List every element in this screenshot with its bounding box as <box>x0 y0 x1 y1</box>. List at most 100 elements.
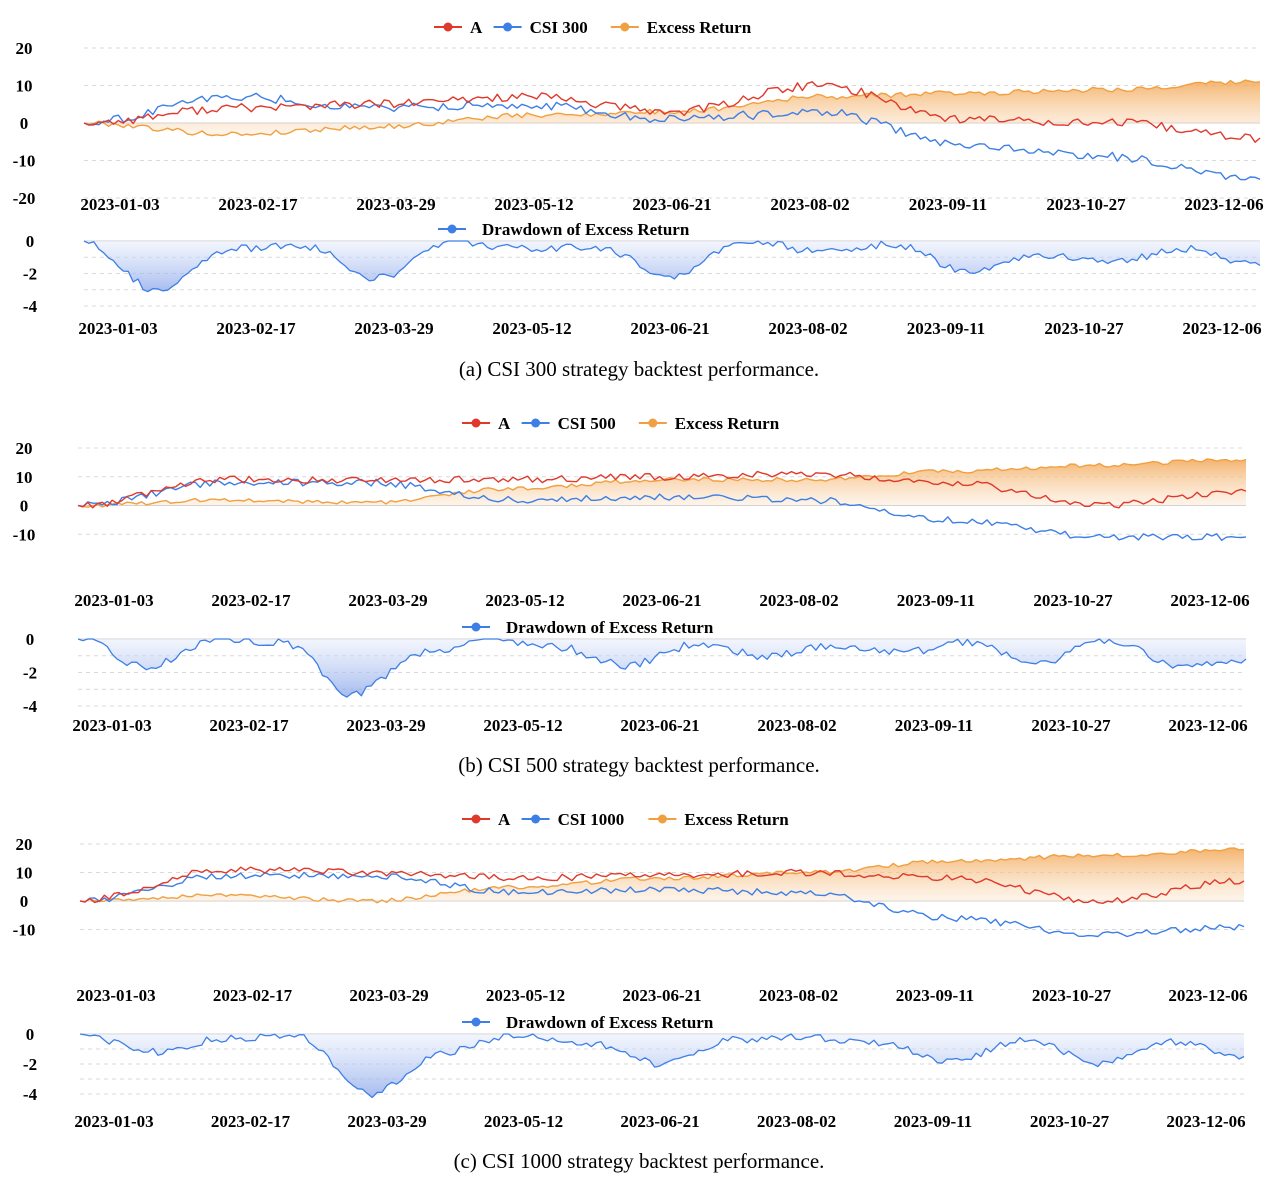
drawdown-line <box>79 1033 1245 1099</box>
chart-panel-b: 20 10 0 -10 2023-01-03 2023-02-17 2023-03-29 20… <box>13 414 1250 777</box>
x-tick-label: 2023-10-27 <box>1046 195 1126 214</box>
series-line-csi-1000 <box>79 871 1245 938</box>
dd-x-tick-label: 2023-10-27 <box>1044 319 1124 338</box>
y-tick-label: 20 <box>16 835 33 854</box>
dd-x-tick-label: 2023-03-29 <box>354 319 433 338</box>
dd-y-tick-label: -4 <box>23 697 38 716</box>
x-tick-label: 2023-03-29 <box>356 195 435 214</box>
figure-caption: (b) CSI 500 strategy backtest performanc… <box>458 753 820 777</box>
figure-caption: (c) CSI 1000 strategy backtest performan… <box>454 1149 825 1173</box>
legend-label: Excess Return <box>647 18 752 37</box>
legend-label: A <box>498 414 511 433</box>
x-tick-label: 2023-05-12 <box>485 591 564 610</box>
dd-x-tick-label: 2023-09-11 <box>895 716 973 735</box>
dd-x-tick-label: 2023-05-12 <box>483 716 562 735</box>
x-tick-label: 2023-06-21 <box>622 591 701 610</box>
x-tick-label: 2023-01-03 <box>80 195 159 214</box>
dd-legend-label: Drawdown of Excess Return <box>482 220 690 239</box>
dd-x-tick-label: 2023-02-17 <box>209 716 289 735</box>
series-line-excess-return <box>77 458 1247 508</box>
dd-x-tick-label: 2023-09-11 <box>894 1112 972 1131</box>
dd-x-tick-label: 2023-03-29 <box>346 716 425 735</box>
legend-marker-dot <box>620 22 630 32</box>
dd-legend-marker-dot <box>471 622 481 632</box>
y-tick-label: 20 <box>16 439 33 458</box>
dd-y-tick-label: 0 <box>26 630 35 649</box>
drawdown-area <box>84 241 1260 292</box>
drawdown-area <box>78 639 1246 698</box>
y-tick-label: -10 <box>13 152 36 171</box>
x-tick-label: 2023-08-02 <box>759 986 838 1005</box>
dd-y-tick-label: 0 <box>26 232 35 251</box>
x-tick-label: 2023-01-03 <box>76 986 155 1005</box>
legend-label: Excess Return <box>684 810 789 829</box>
legend-marker-dot <box>471 814 481 824</box>
series-line-a <box>79 866 1245 904</box>
dd-legend-label: Drawdown of Excess Return <box>506 618 714 637</box>
x-tick-label: 2023-02-17 <box>218 195 298 214</box>
dd-x-tick-label: 2023-03-29 <box>347 1112 426 1131</box>
y-tick-label: 10 <box>16 864 33 883</box>
dd-y-tick-label: -4 <box>23 1085 38 1104</box>
dd-x-tick-label: 2023-05-12 <box>484 1112 563 1131</box>
legend-marker-dot <box>657 814 667 824</box>
legend-label: CSI 300 <box>530 18 588 37</box>
y-tick-label: 20 <box>16 39 33 58</box>
x-tick-label: 2023-06-21 <box>632 195 711 214</box>
x-tick-label: 2023-01-03 <box>74 591 153 610</box>
excess-return-area <box>78 459 1246 508</box>
legend-marker-dot <box>503 22 513 32</box>
x-tick-label: 2023-05-12 <box>494 195 573 214</box>
dd-y-tick-label: 0 <box>26 1025 35 1044</box>
dd-x-tick-label: 2023-09-11 <box>907 319 985 338</box>
x-tick-label: 2023-05-12 <box>486 986 565 1005</box>
x-tick-label: 2023-08-02 <box>770 195 849 214</box>
dd-y-tick-label: -2 <box>23 1055 37 1074</box>
x-tick-label: 2023-12-06 <box>1170 591 1249 610</box>
dd-y-tick-label: -2 <box>23 664 37 683</box>
dd-x-tick-label: 2023-02-17 <box>211 1112 291 1131</box>
legend-marker-dot <box>531 814 541 824</box>
dd-x-tick-label: 2023-06-21 <box>630 319 709 338</box>
dd-x-tick-label: 2023-06-21 <box>620 1112 699 1131</box>
legend-marker-dot <box>648 418 658 428</box>
dd-x-tick-label: 2023-05-12 <box>492 319 571 338</box>
series-line-excess-return <box>83 79 1261 137</box>
x-tick-label: 2023-03-29 <box>348 591 427 610</box>
x-tick-label: 2023-02-17 <box>211 591 291 610</box>
dd-x-tick-label: 2023-08-02 <box>768 319 847 338</box>
dd-y-tick-label: -4 <box>23 297 38 316</box>
drawdown-area <box>80 1034 1244 1098</box>
dd-y-tick-label: -2 <box>23 265 37 284</box>
drawdown-line <box>77 638 1247 698</box>
drawdown-line <box>83 240 1261 293</box>
y-tick-label: 0 <box>20 892 29 911</box>
x-tick-label: 2023-08-02 <box>759 591 838 610</box>
dd-legend-marker-dot <box>471 1017 481 1027</box>
x-tick-label: 2023-12-06 <box>1184 195 1263 214</box>
dd-x-tick-label: 2023-01-03 <box>72 716 151 735</box>
series-line-a <box>83 81 1261 143</box>
y-tick-label: -10 <box>13 525 36 544</box>
y-tick-label: 10 <box>16 468 33 487</box>
dd-x-tick-label: 2023-10-27 <box>1031 716 1111 735</box>
figure-caption: (a) CSI 300 strategy backtest performanc… <box>459 357 819 381</box>
legend-marker-dot <box>443 22 453 32</box>
legend-label: Excess Return <box>675 414 780 433</box>
legend-label: A <box>470 18 483 37</box>
x-tick-label: 2023-10-27 <box>1032 986 1112 1005</box>
x-tick-label: 2023-10-27 <box>1033 591 1113 610</box>
dd-x-tick-label: 2023-06-21 <box>620 716 699 735</box>
x-tick-label: 2023-12-06 <box>1168 986 1247 1005</box>
x-tick-label: 2023-02-17 <box>213 986 293 1005</box>
dd-x-tick-label: 2023-02-17 <box>216 319 296 338</box>
series-line-excess-return <box>79 847 1245 904</box>
y-tick-label: 0 <box>20 497 29 516</box>
x-tick-label: 2023-09-11 <box>909 195 987 214</box>
legend-marker-dot <box>531 418 541 428</box>
y-tick-label: -20 <box>13 189 36 208</box>
y-tick-label: -10 <box>13 921 36 940</box>
series-line-csi-500 <box>77 478 1247 541</box>
